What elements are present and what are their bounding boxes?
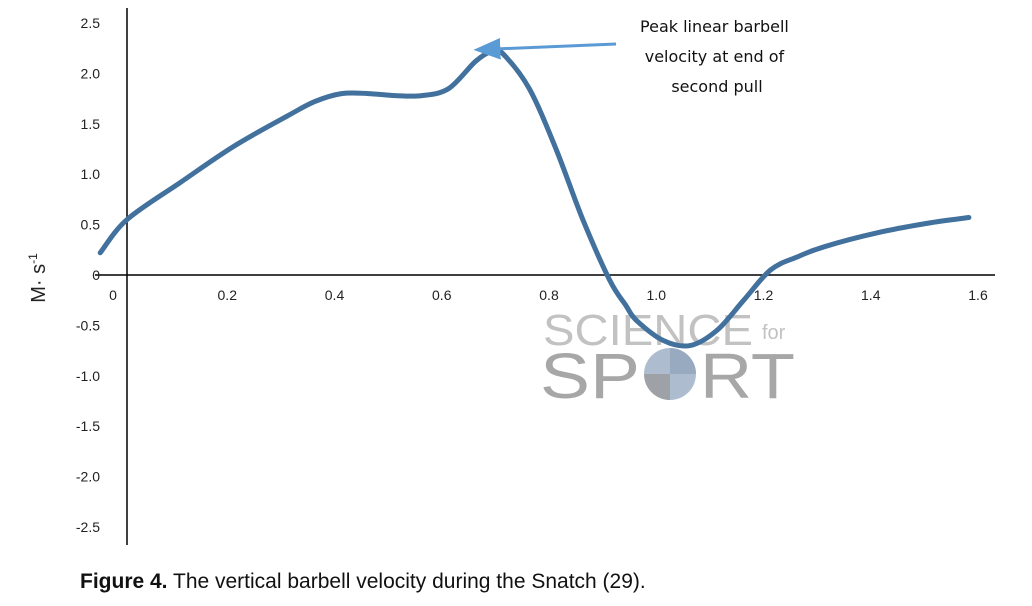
x-tick-label: 1.0 [647,287,667,303]
y-tick-label: 2.0 [81,65,101,81]
y-tick-label: 2.5 [81,15,101,31]
annotation-text: Peak linear barbell velocity at end of s… [640,17,794,96]
y-tick-label: -1.0 [76,368,100,384]
y-tick-label: -2.5 [76,519,100,535]
y-tick-labels: 2.5 2.0 1.5 1.0 0.5 0 -0.5 -1.0 -1.5 -2.0 -2.5 [76,15,100,535]
watermark: SCIENCE for SP RT [540,306,795,412]
x-tick-label: 1.2 [754,287,774,303]
y-tick-label: -1.5 [76,418,100,434]
annotation-line-3: second pull [671,77,762,96]
y-tick-label: 1.0 [81,166,101,182]
y-tick-label: 0 [92,267,100,283]
annotation-line-1: Peak linear barbell [640,17,789,36]
caption-figure-number: Figure 4. [80,570,168,593]
x-tick-labels: 0.2 0.4 0.6 0.8 1.0 1.2 1.4 1.6 [218,287,988,303]
caption-text: The vertical barbell velocity during the… [167,570,646,593]
watermark-for-text: for [762,322,786,344]
y-tick-label: -0.5 [76,317,100,333]
x-tick-label: 0.4 [325,287,345,303]
watermark-logo-icon [644,348,696,400]
figure-caption: Figure 4. The vertical barbell velocity … [80,570,646,594]
y-tick-label: 1.5 [81,116,101,132]
annotation-arrow [473,37,617,60]
y-tick-label: 0.5 [81,217,101,233]
x-tick-label: 0.2 [218,287,238,303]
y-axis-label-superscript: -1 [26,253,40,264]
watermark-rt-text: RT [700,340,795,412]
x-tick-label: 1.4 [861,287,881,303]
y-tick-label: -2.0 [76,469,100,485]
x-tick-label: 1.6 [968,287,988,303]
watermark-sp-text: SP [540,340,640,412]
y-axis-label: M· s-1 [26,253,50,303]
x-tick-label: 0.8 [539,287,559,303]
y-axis-label-text: M· s [28,264,50,303]
annotation-line-2: velocity at end of [645,47,785,66]
velocity-chart: SCIENCE for SP RT 2.5 2.0 1.5 1.0 0.5 0 -0.5 -1… [26,8,995,545]
velocity-series-line [97,46,972,349]
x-tick-label-zero: 0 [109,287,117,303]
x-tick-label: 0.6 [432,287,452,303]
